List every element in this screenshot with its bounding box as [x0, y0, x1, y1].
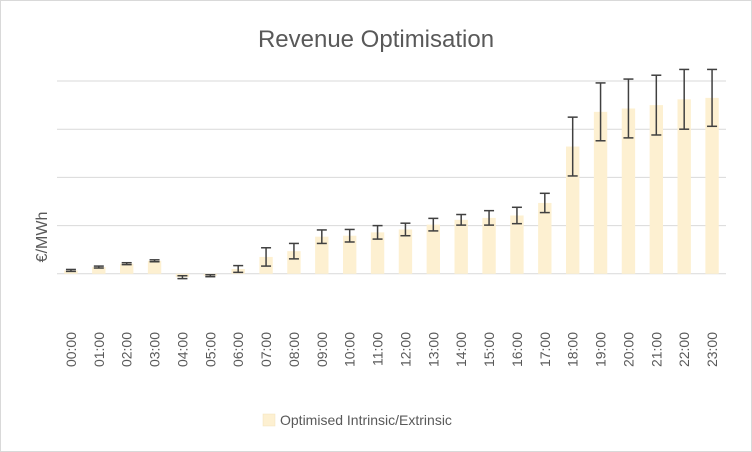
error-bar: [456, 213, 467, 226]
bar: [565, 146, 580, 274]
chart-title: Revenue Optimisation: [258, 26, 494, 53]
error-bar: [679, 68, 690, 130]
error-bar: [288, 242, 299, 260]
error-bar: [121, 261, 132, 266]
error-bar: [177, 274, 188, 280]
x-tick-label: 11:00: [370, 332, 386, 366]
error-bar: [623, 78, 634, 139]
bar: [454, 219, 468, 274]
x-tick-label: 09:00: [314, 332, 330, 367]
error-bar: [65, 268, 76, 273]
error-bar: [205, 274, 216, 278]
error-bar: [428, 217, 439, 232]
bar: [370, 232, 385, 274]
x-tick-label: 19:00: [593, 332, 609, 367]
x-tick-label: 02:00: [119, 332, 135, 367]
x-tick-label: 16:00: [509, 332, 525, 367]
x-tick-labels: 00:00 01:00 02:00 03:00 04:00 05:00 06:00 07:00…: [63, 332, 720, 367]
x-tick-label: 00:00: [63, 332, 79, 367]
x-tick-label: 03:00: [147, 332, 163, 367]
x-tick-label: 08:00: [286, 332, 302, 367]
bar: [621, 108, 636, 274]
x-tick-label: 13:00: [425, 332, 441, 367]
error-bar: [484, 209, 495, 226]
legend-swatch: [262, 413, 276, 427]
x-tick-label: 04:00: [174, 332, 190, 367]
error-bar: [93, 265, 104, 269]
x-tick-label: 23:00: [704, 332, 720, 367]
bar: [287, 251, 301, 274]
legend-label: Optimised Intrinsic/Extrinsic: [280, 412, 452, 428]
error-bar: [651, 74, 662, 136]
bar: [649, 105, 664, 274]
x-tick-label: 06:00: [230, 332, 246, 367]
y-axis-label: €/MWh: [34, 212, 51, 263]
x-tick-label: 18:00: [565, 332, 581, 367]
error-bar: [372, 224, 383, 240]
bar: [92, 267, 106, 274]
error-bar: [511, 206, 522, 225]
bar: [342, 235, 357, 274]
bar: [315, 236, 329, 274]
error-bar: [595, 82, 606, 142]
x-tick-label: 22:00: [676, 332, 692, 367]
x-tick-label: 01:00: [91, 332, 107, 367]
error-bar: [149, 259, 160, 263]
error-bars-group: [65, 68, 718, 280]
error-bar: [233, 264, 244, 274]
gridlines: [57, 80, 726, 275]
bar: [705, 97, 719, 274]
bar: [426, 224, 441, 274]
error-bar: [344, 228, 355, 243]
error-bar: [567, 116, 578, 177]
bar: [593, 111, 608, 274]
x-tick-label: 15:00: [481, 332, 497, 367]
x-tick-label: 20:00: [620, 332, 636, 367]
bar: [677, 99, 691, 274]
x-tick-label: 07:00: [258, 332, 274, 367]
bars-group: [64, 97, 719, 278]
bar: [119, 263, 134, 274]
x-tick-label: 14:00: [453, 332, 469, 367]
error-bar: [539, 192, 550, 214]
bar: [482, 217, 496, 274]
error-bar: [400, 222, 411, 237]
bar: [510, 215, 524, 274]
x-tick-label: 12:00: [397, 332, 413, 367]
x-tick-label: 05:00: [202, 332, 218, 367]
error-bar: [707, 68, 718, 128]
x-tick-label: 10:00: [342, 332, 358, 367]
bar: [398, 229, 413, 274]
bar: [147, 260, 162, 274]
bar: [538, 202, 552, 274]
legend: Optimised Intrinsic/Extrinsic: [262, 412, 452, 428]
x-tick-label: 17:00: [537, 332, 553, 367]
error-bar: [261, 247, 272, 267]
error-bar: [316, 229, 327, 245]
x-tick-label: 21:00: [648, 332, 664, 367]
